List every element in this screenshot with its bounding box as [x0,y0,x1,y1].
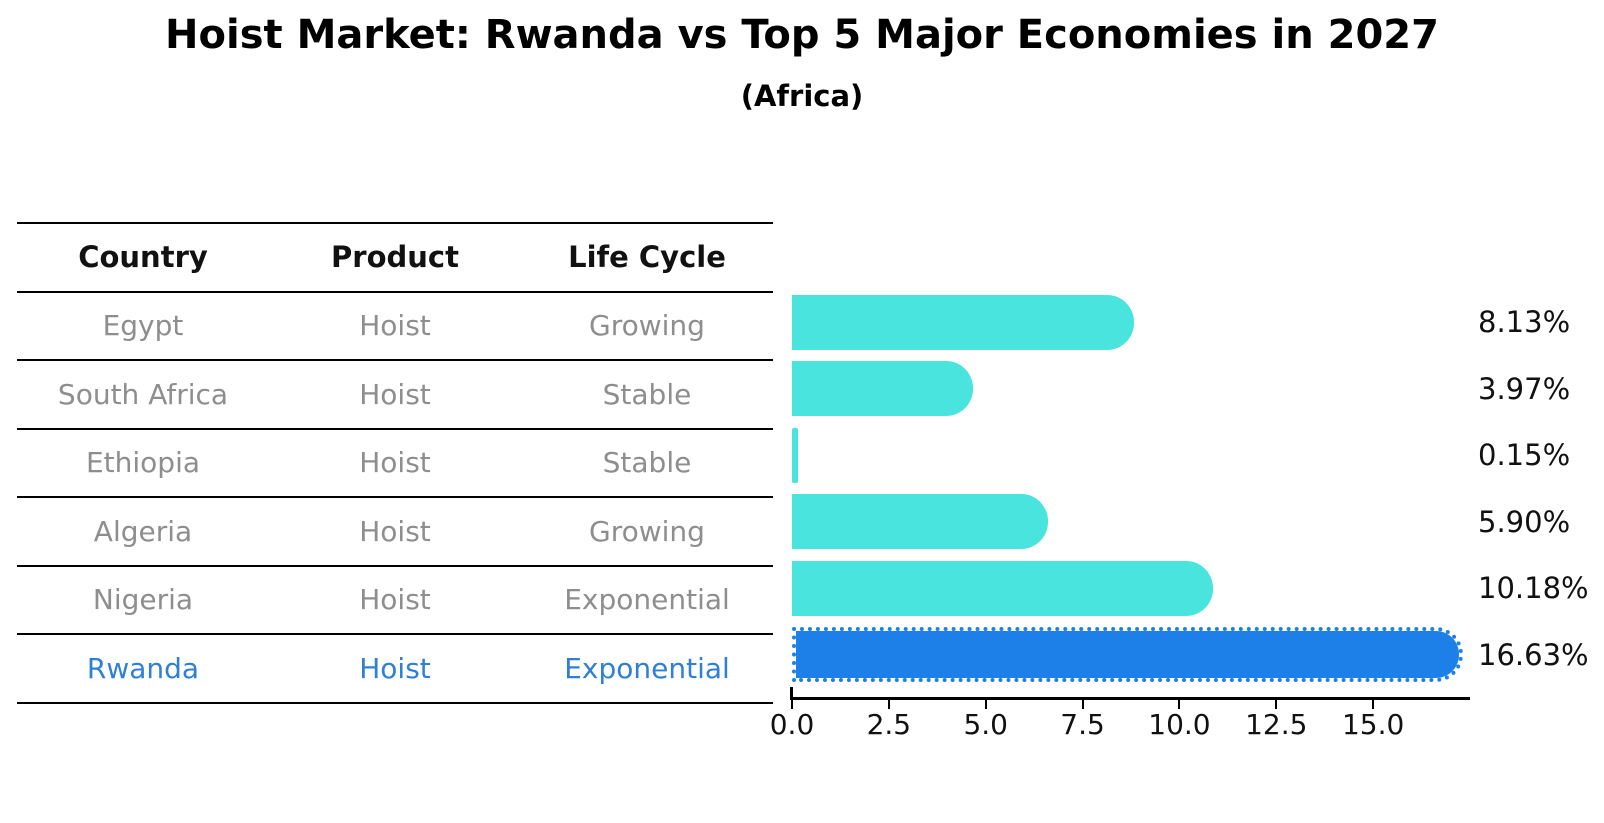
table-cell-country: Egypt [102,309,184,343]
table-cell-product: Hoist [359,514,431,548]
x-axis-tick-label: 12.5 [1245,708,1308,741]
value-label: 3.97% [1478,371,1571,406]
table-cell-product: Hoist [359,446,431,480]
table-row: South Africa Hoist Stable [17,361,773,430]
table-cell-product: Hoist [359,377,431,411]
bar-row [792,489,1470,556]
table-cell-product: Hoist [359,651,431,685]
value-label: 16.63% [1478,637,1589,672]
bar-row [792,622,1470,689]
table-header-country: Country [78,240,208,275]
table-row: Rwanda Hoist Exponential [17,635,773,704]
table-row: Ethiopia Hoist Stable [17,430,773,498]
x-axis-tick [791,700,793,709]
x-axis-tick-label: 15.0 [1341,708,1405,741]
table-cell-country: South Africa [57,377,229,411]
bar-rwanda [792,627,1464,683]
x-axis-tick-label: 7.5 [1060,708,1105,741]
bar-row [792,422,1470,489]
table-row: Algeria Hoist Growing [17,498,773,567]
value-label: 5.90% [1478,504,1571,539]
x-axis-tick [1275,700,1278,709]
value-label: 0.15% [1478,438,1571,473]
table-cell-life-cycle: Stable [602,446,692,480]
table-cell-life-cycle: Exponential [564,651,730,685]
bar-ethiopia [792,427,798,483]
table-cell-product: Hoist [359,309,431,343]
table-cell-life-cycle: Growing [589,309,705,343]
table-cell-country: Ethiopia [85,446,201,480]
x-axis-tick [1372,700,1375,709]
x-axis-tick [1081,700,1084,709]
x-axis-tick [887,700,890,709]
chart-subtitle: (Africa) [740,79,864,113]
value-label: 8.13% [1478,305,1571,340]
table-header-life-cycle: Life Cycle [568,240,726,275]
chart-title: Hoist Market: Rwanda vs Top 5 Major Econ… [165,12,1439,58]
value-label: 10.18% [1478,571,1589,606]
bar-row [792,555,1470,622]
table-row: Egypt Hoist Growing [17,293,773,361]
table-header-product: Product [331,240,459,275]
table-body: Egypt Hoist Growing South Africa Hoist Stable… [17,293,773,704]
bar-row [792,289,1470,356]
value-labels: 8.13% 3.97% 0.15% 5.90% 10.18% 16.63% [1478,289,1604,688]
x-axis-tick-label: 2.5 [866,708,912,741]
bar-south-africa [792,361,973,417]
table-header-row: Country Product Life Cycle [17,224,773,293]
country-table: Country Product Life Cycle Egypt Hoist Growi… [17,222,773,704]
bar-row [792,356,1470,423]
table-cell-life-cycle: Exponential [564,583,730,617]
bar-plot [792,289,1470,688]
x-axis-tick-label: 0.0 [769,708,815,741]
x-axis-tick-label: 10.0 [1148,708,1211,741]
x-axis: 0.0 2.5 5.0 7.5 10.0 12.5 15.0 [770,687,1470,747]
x-axis-tick-label: 5.0 [963,708,1008,741]
bar-algeria [792,494,1048,550]
x-axis-tick [1178,700,1181,709]
table-cell-country: Algeria [93,514,193,548]
table-cell-country: Rwanda [86,651,200,685]
table-cell-product: Hoist [359,583,431,617]
x-axis-tick [984,700,987,709]
y-axis-spine [790,687,793,700]
bar-egypt [792,294,1134,350]
x-axis-line [790,697,1470,700]
table-row: Nigeria Hoist Exponential [17,567,773,635]
table-cell-country: Nigeria [92,583,194,617]
table-cell-life-cycle: Growing [589,514,705,548]
bar-nigeria [792,560,1214,616]
table-cell-life-cycle: Stable [602,377,692,411]
